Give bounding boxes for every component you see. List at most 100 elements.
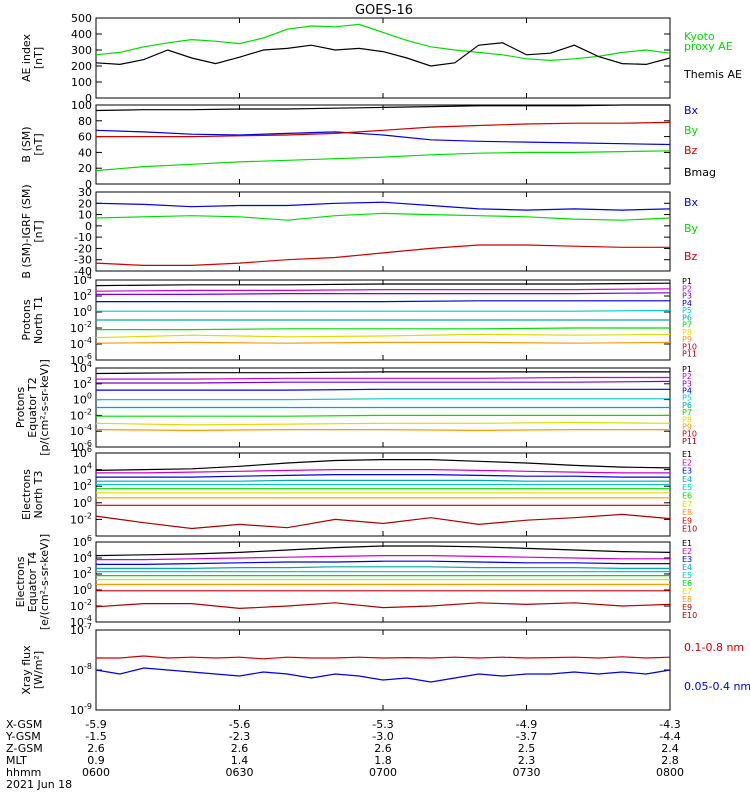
y-tick-label: -10 bbox=[74, 231, 92, 244]
orbit-value: -3.0 bbox=[372, 730, 393, 743]
y-tick-label: 10 bbox=[78, 209, 92, 222]
orbit-value: 2.6 bbox=[231, 742, 249, 755]
legend-label: E4 bbox=[682, 475, 692, 484]
legend-label: Bz bbox=[684, 144, 698, 157]
y-tick-label: 104 bbox=[73, 550, 92, 565]
orbit-value: -1.5 bbox=[85, 730, 106, 743]
y-tick-label: 20 bbox=[78, 197, 92, 210]
legend-label: E1 bbox=[682, 450, 692, 459]
series-line bbox=[95, 341, 671, 344]
legend-label: By bbox=[684, 222, 699, 235]
legend-label: P1 bbox=[682, 365, 692, 374]
legend-label: P11 bbox=[682, 350, 697, 359]
series-line bbox=[95, 429, 670, 432]
y-axis-label: [p/(cm²-s-sr-keV)] bbox=[38, 359, 51, 456]
series-line bbox=[96, 300, 670, 303]
y-axis-label: [nT] bbox=[32, 220, 45, 242]
y-tick-label: -30 bbox=[74, 254, 92, 267]
orbit-value: 1.4 bbox=[231, 754, 249, 767]
y-axis-label: Xray flux bbox=[20, 645, 33, 695]
y-tick-label: -40 bbox=[74, 265, 92, 278]
y-axis-label: B (SM) bbox=[20, 126, 33, 162]
legend-label: E8 bbox=[682, 595, 692, 604]
orbit-row-label: 2021 Jun 18 bbox=[6, 778, 72, 791]
series-line bbox=[95, 104, 670, 112]
orbit-value: 0800 bbox=[656, 766, 684, 779]
legend-label: P8 bbox=[682, 328, 692, 337]
legend-label: Bmag bbox=[684, 166, 716, 179]
legend-label: E2 bbox=[682, 458, 692, 467]
legend-label: E6 bbox=[682, 492, 692, 501]
series-line bbox=[96, 388, 670, 391]
y-tick-label: 0 bbox=[85, 92, 92, 105]
series-line bbox=[95, 513, 671, 530]
series-line bbox=[95, 333, 671, 339]
orbit-value: 2.8 bbox=[661, 754, 679, 767]
series-line bbox=[95, 459, 671, 471]
y-tick-label: 400 bbox=[71, 28, 92, 41]
y-tick-label: 104 bbox=[73, 462, 92, 477]
orbit-value: 2.5 bbox=[518, 742, 536, 755]
legend-label: 0.05-0.4 nm bbox=[684, 680, 750, 693]
panel-frame bbox=[95, 191, 671, 272]
series-line bbox=[96, 655, 671, 660]
series-line bbox=[95, 421, 671, 426]
y-tick-label: 104 bbox=[73, 360, 92, 375]
series-line bbox=[96, 380, 671, 384]
y-tick-label: 10-4 bbox=[70, 336, 92, 351]
orbit-value: -5.9 bbox=[85, 718, 106, 731]
y-tick-label: 102 bbox=[73, 566, 92, 581]
series-line bbox=[95, 288, 671, 292]
y-tick-label: 104 bbox=[73, 272, 92, 287]
y-tick-label: 100 bbox=[73, 392, 92, 407]
series-line bbox=[96, 376, 670, 380]
y-axis-label: Protons bbox=[20, 299, 33, 340]
legend-label: E9 bbox=[682, 516, 692, 525]
y-tick-label: 100 bbox=[73, 304, 92, 319]
y-axis-label: North T3 bbox=[32, 471, 45, 519]
orbit-value: -4.4 bbox=[659, 730, 680, 743]
y-tick-label: 100 bbox=[71, 99, 92, 112]
y-tick-label: 100 bbox=[73, 495, 92, 510]
series-line bbox=[95, 545, 671, 557]
y-axis-label: Protons bbox=[14, 387, 27, 428]
y-tick-label: 106 bbox=[73, 445, 92, 460]
orbit-value: 0730 bbox=[513, 766, 541, 779]
y-tick-label: 106 bbox=[73, 534, 92, 549]
y-tick-label: 100 bbox=[73, 582, 92, 597]
series-line bbox=[95, 667, 671, 683]
panel-frame bbox=[95, 629, 671, 711]
legend-label: E10 bbox=[682, 525, 697, 534]
series-line bbox=[96, 566, 670, 570]
legend-label: E7 bbox=[682, 587, 692, 596]
y-axis-label: [e/(cm²-s-sr-keV)] bbox=[38, 534, 51, 630]
y-tick-label: 10-2 bbox=[70, 511, 92, 526]
y-tick-label: 10-9 bbox=[70, 702, 92, 717]
orbit-row-label: Y-GSM bbox=[5, 730, 41, 743]
series-line bbox=[96, 560, 670, 566]
y-tick-label: 300 bbox=[71, 44, 92, 57]
y-axis-label: Electrons bbox=[14, 556, 27, 607]
legend-label: By bbox=[684, 124, 699, 137]
y-axis-label: [nT] bbox=[32, 133, 45, 155]
y-tick-label: 10-7 bbox=[70, 622, 92, 637]
orbit-value: -4.3 bbox=[659, 718, 680, 731]
legend-label: P2 bbox=[682, 372, 692, 381]
series-line bbox=[95, 282, 671, 287]
y-tick-label: 500 bbox=[71, 12, 92, 25]
legend-label: E2 bbox=[682, 547, 692, 556]
y-tick-label: 100 bbox=[71, 76, 92, 89]
y-tick-label: 60 bbox=[78, 131, 92, 144]
orbit-value: 2.6 bbox=[87, 742, 105, 755]
legend-label: E6 bbox=[682, 579, 692, 588]
y-tick-label: 102 bbox=[73, 478, 92, 493]
orbit-value: 2.3 bbox=[518, 754, 536, 767]
series-line bbox=[96, 398, 670, 401]
legend-label: P7 bbox=[682, 408, 692, 417]
legend-label: E10 bbox=[682, 611, 697, 620]
legend-label: P7 bbox=[682, 321, 692, 330]
series-line bbox=[96, 309, 671, 312]
